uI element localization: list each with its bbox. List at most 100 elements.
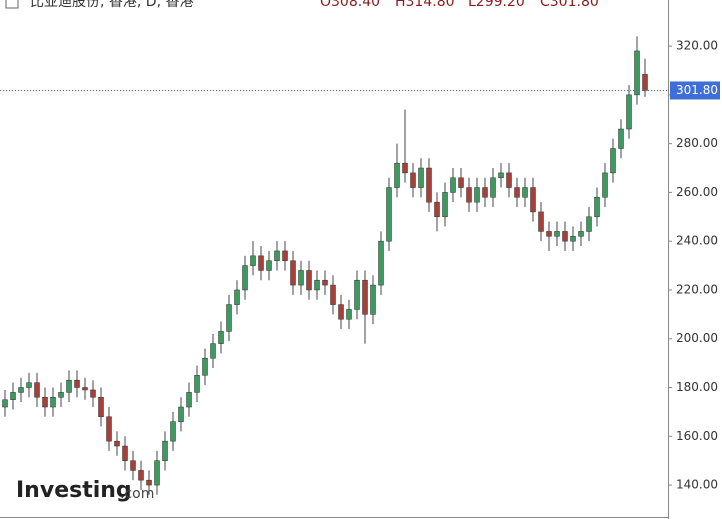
candle-body	[194, 375, 200, 393]
candle-body	[130, 460, 136, 471]
candle-body	[546, 231, 552, 237]
y-tick-label: 180.00	[676, 380, 718, 394]
y-tick-label: 320.00	[676, 39, 718, 53]
watermark: Investing	[16, 478, 132, 503]
candle-body	[474, 187, 480, 203]
candle-body	[162, 440, 168, 461]
candle-body	[490, 177, 496, 198]
candle-body	[226, 304, 232, 332]
candle-body	[594, 197, 600, 218]
candle-body	[514, 187, 520, 198]
y-tick-label: 200.00	[676, 331, 718, 345]
candle-body	[330, 284, 336, 305]
candle-body	[506, 172, 512, 188]
candle-body	[186, 392, 192, 408]
candle-body	[642, 74, 648, 91]
candle-body	[2, 399, 8, 408]
candle-body	[434, 201, 440, 218]
last-price-box	[670, 81, 720, 100]
candle-body	[266, 260, 272, 271]
candle-body	[26, 382, 32, 388]
candle-body	[338, 304, 344, 320]
candle-body	[354, 279, 360, 310]
y-tick-label: 220.00	[676, 282, 718, 296]
y-tick-label: 140.00	[676, 478, 718, 492]
candle-body	[370, 284, 376, 315]
y-tick-label: 280.00	[676, 136, 718, 150]
candle-body	[314, 279, 320, 291]
candle-body	[522, 187, 528, 198]
plot-area: 140.00 160.00 180.00 200.00 220.00 240.00 260.…	[0, 36, 718, 495]
candle-body	[410, 172, 416, 188]
candle-body	[154, 460, 160, 486]
candle-body	[42, 397, 48, 408]
candle-body	[210, 343, 216, 359]
candle-body	[202, 357, 208, 376]
candle-body	[10, 392, 16, 400]
candle-body	[218, 331, 224, 344]
candle-body	[426, 167, 432, 203]
candle-body	[258, 255, 264, 271]
icon	[5, 0, 19, 9]
candle-body	[578, 231, 584, 237]
candle-body	[306, 270, 312, 291]
candle-body	[122, 445, 128, 461]
candle-body	[554, 231, 560, 237]
candle-body	[586, 216, 592, 232]
candle-body	[322, 279, 328, 286]
candle-body	[634, 50, 640, 96]
candle-body	[146, 479, 152, 486]
candle-body	[290, 260, 296, 286]
last-price-label: 301.80	[676, 83, 718, 97]
y-tick-label: 160.00	[676, 429, 718, 443]
candle-body	[74, 379, 80, 388]
candle-body	[610, 148, 616, 174]
candle-body	[138, 470, 144, 481]
symbol-name: 比亚迪股份, 香港, D, 香港	[30, 0, 193, 10]
y-tick-label: 240.00	[676, 234, 718, 248]
close-label: C301.80	[540, 0, 599, 10]
candle-body	[106, 416, 112, 442]
candle-body	[498, 172, 504, 179]
candle-body	[34, 382, 40, 398]
candle-body	[562, 231, 568, 242]
candle-body	[418, 167, 424, 188]
candle-body	[458, 177, 464, 188]
candle-body	[618, 128, 624, 149]
candle-body	[530, 187, 536, 213]
y-tick-label: 260.00	[676, 185, 718, 199]
candle-body	[58, 392, 64, 398]
candle-body	[378, 240, 384, 286]
candle-body	[98, 397, 104, 418]
candle-body	[538, 211, 544, 232]
candle-body	[114, 440, 120, 447]
candle-body	[394, 162, 400, 188]
candle-body	[386, 187, 392, 242]
candle-body	[346, 309, 352, 320]
candle-body	[466, 187, 472, 203]
candle-body	[450, 177, 456, 193]
watermark-suffix: .com	[120, 486, 154, 502]
candle-body	[282, 250, 288, 261]
candle-body	[402, 162, 408, 174]
candle-body	[82, 387, 88, 391]
candle-body	[442, 192, 448, 218]
candle-body	[362, 279, 368, 315]
candle-body	[178, 406, 184, 422]
candle-body	[18, 387, 24, 393]
candle-body	[274, 250, 280, 261]
header-bg	[0, 0, 610, 14]
candle-body	[234, 289, 240, 305]
high-label: H314.80	[395, 0, 455, 10]
candle-body	[50, 397, 56, 408]
low-label: L299.20	[468, 0, 525, 10]
candle-body	[298, 270, 304, 286]
candle-body	[242, 265, 248, 291]
candle-body	[570, 236, 576, 242]
candle-body	[626, 94, 632, 130]
candle-body	[602, 172, 608, 198]
candle-body	[170, 421, 176, 442]
candle-body	[66, 379, 72, 393]
